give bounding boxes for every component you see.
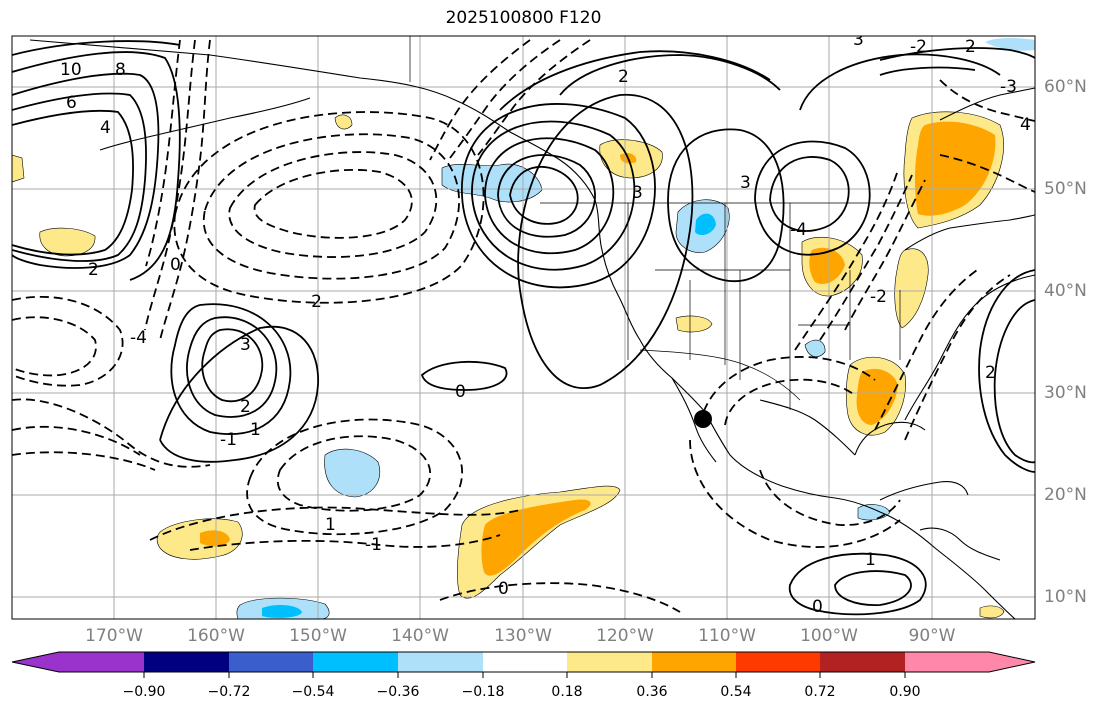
lon-label: 170°W [85, 626, 143, 646]
contour-label: 2 [88, 260, 99, 280]
negative-contours [12, 39, 1035, 613]
lon-label: 120°W [596, 626, 654, 646]
colorbar-segment [567, 652, 652, 672]
positive-contours [12, 40, 1035, 616]
lon-label: 140°W [391, 626, 449, 646]
contour-label: -1 [365, 535, 382, 555]
colorbar-label: −0.18 [461, 684, 505, 700]
contour-label: 4 [100, 118, 111, 138]
contour-label: -2 [870, 287, 887, 307]
graticule [12, 36, 1035, 619]
contour-labels: 10 8 6 4 2 0 -2 -4 3 -1 2 1 0 -1 1 0 3 3… [60, 30, 1031, 617]
contour-label: -4 [130, 328, 147, 348]
contour-label: -3 [1000, 77, 1017, 97]
lon-label: 100°W [800, 626, 858, 646]
contour-label: 0 [170, 255, 181, 275]
colorbar-segment [736, 652, 820, 672]
lon-label: 90°W [908, 626, 956, 646]
colorbar-extend-max [989, 652, 1035, 672]
political-boundaries [409, 36, 905, 410]
map-frame [11, 35, 1036, 620]
contour-label: 3 [632, 183, 643, 203]
lat-label: 50°N [1044, 179, 1087, 199]
contour-label: 1 [250, 420, 261, 440]
contour-label: 2 [985, 363, 996, 383]
contour-label: 1 [865, 550, 876, 570]
colorbar-label: 0.36 [636, 684, 668, 700]
contour-label: 0 [812, 597, 823, 617]
colorbar-segment [59, 652, 144, 672]
lon-label: 110°W [698, 626, 756, 646]
negative-anomaly-shading [236, 38, 1035, 619]
contour-label: -2 [305, 292, 322, 312]
colorbar-label: 0.90 [889, 684, 921, 700]
lat-label: 30°N [1044, 383, 1087, 403]
contour-label: 10 [60, 60, 82, 80]
contour-label: 3 [740, 173, 751, 193]
colorbar-label: −0.36 [376, 684, 420, 700]
lon-label: 150°W [289, 626, 347, 646]
colorbar-label: 0.72 [804, 684, 836, 700]
colorbar-segment [820, 652, 905, 672]
lon-label: 160°W [187, 626, 245, 646]
location-marker [694, 410, 712, 428]
lat-label: 20°N [1044, 485, 1087, 505]
contour-label: -4 [790, 220, 807, 240]
colorbar-segment [398, 652, 483, 672]
colorbar-label: 0.54 [720, 684, 752, 700]
colorbar-extend-min [12, 652, 59, 672]
lat-label: 60°N [1044, 77, 1087, 97]
colorbar-label: −0.90 [122, 684, 166, 700]
contour-label: -1 [220, 430, 237, 450]
lat-label: 40°N [1044, 281, 1087, 301]
lon-label: 130°W [494, 626, 552, 646]
contour-label: 8 [115, 60, 126, 80]
colorbar-segment [144, 652, 229, 672]
contour-label: 0 [455, 382, 466, 402]
contour-label: 3 [853, 30, 864, 50]
colorbar-segment [652, 652, 736, 672]
contour-label: 4 [1020, 115, 1031, 135]
contour-label: -2 [910, 37, 927, 57]
colorbar-segment [313, 652, 398, 672]
lat-label: 10°N [1044, 587, 1087, 607]
contour-label: 6 [66, 93, 77, 113]
contour-label: 2 [240, 397, 251, 417]
contour-label: 2 [618, 67, 629, 87]
colorbar-segment [905, 652, 989, 672]
colorbar-label: −0.54 [291, 684, 335, 700]
contour-label: 1 [325, 515, 336, 535]
plot-title: 2025100800 F120 [445, 8, 602, 28]
colorbar-label: −0.72 [207, 684, 251, 700]
colorbar [11, 651, 1036, 678]
contour-label: 2 [965, 37, 976, 57]
contour-label: 0 [498, 579, 509, 599]
colorbar-label: 0.18 [551, 684, 583, 700]
colorbar-segment [483, 652, 567, 672]
contour-label: 3 [240, 335, 251, 355]
colorbar-segment [229, 652, 313, 672]
